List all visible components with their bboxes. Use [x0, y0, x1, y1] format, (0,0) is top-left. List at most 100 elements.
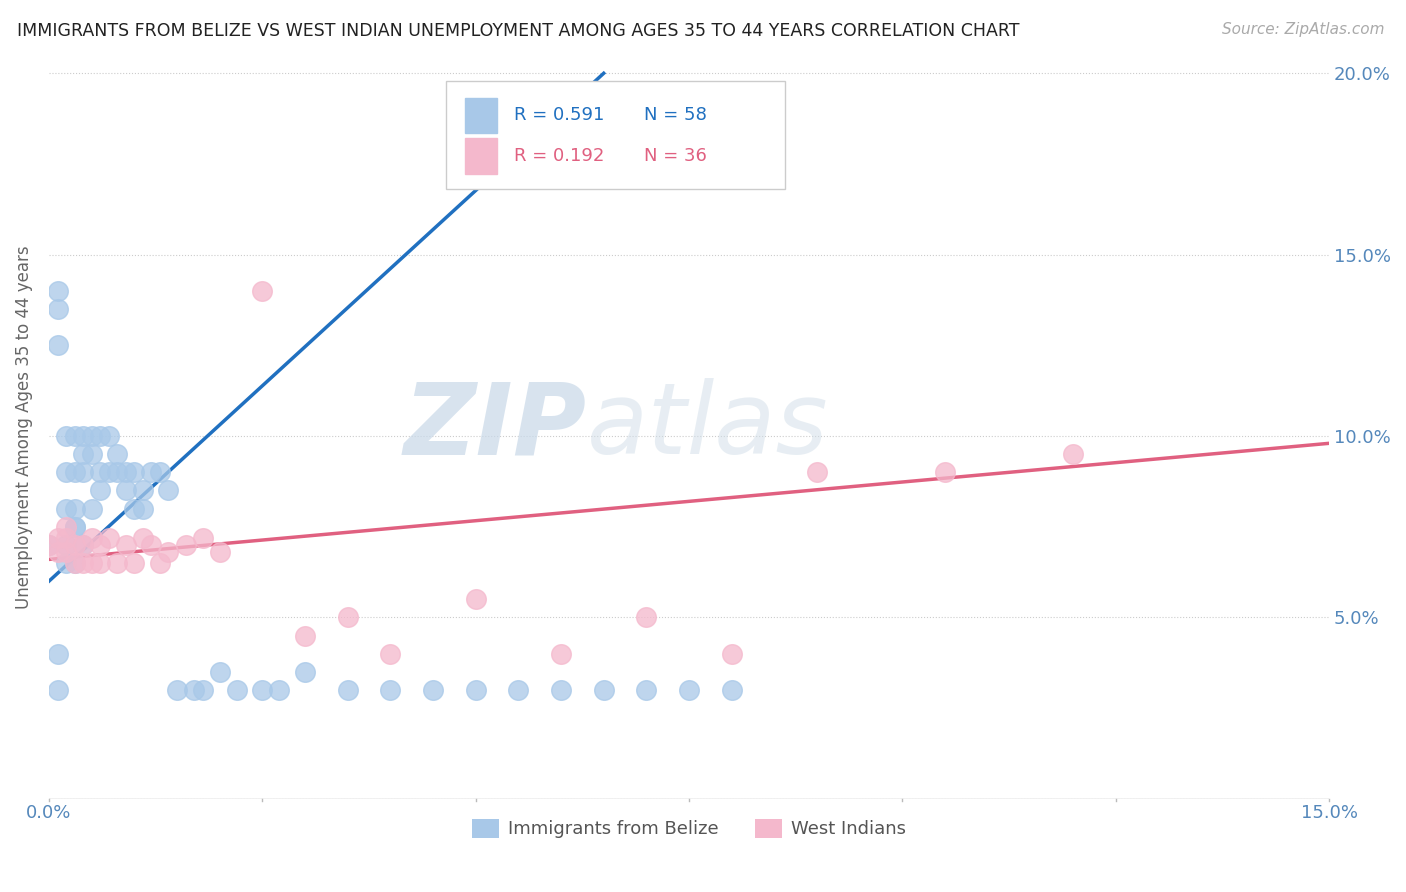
Bar — [465, 97, 498, 133]
Point — [72, 466, 94, 480]
Point — [336, 610, 359, 624]
Point — [114, 466, 136, 480]
Point — [508, 683, 530, 698]
Point — [55, 429, 77, 443]
Point — [46, 545, 69, 559]
Point — [269, 683, 291, 698]
Point — [63, 520, 86, 534]
Point — [55, 501, 77, 516]
Point — [636, 683, 658, 698]
Point — [72, 556, 94, 570]
Point — [141, 538, 163, 552]
Point — [183, 683, 205, 698]
Point — [38, 538, 60, 552]
Point — [46, 647, 69, 661]
Point — [464, 683, 486, 698]
Point — [157, 545, 180, 559]
Point — [720, 683, 742, 698]
Point — [149, 466, 172, 480]
Point — [80, 531, 103, 545]
Text: N = 36: N = 36 — [644, 147, 707, 165]
Point — [46, 531, 69, 545]
Text: Source: ZipAtlas.com: Source: ZipAtlas.com — [1222, 22, 1385, 37]
Point — [46, 338, 69, 352]
Point — [46, 302, 69, 317]
Text: R = 0.591: R = 0.591 — [513, 106, 605, 124]
Point — [592, 683, 614, 698]
Point — [806, 466, 828, 480]
Text: R = 0.192: R = 0.192 — [513, 147, 605, 165]
Point — [132, 501, 155, 516]
Point — [191, 531, 214, 545]
Text: IMMIGRANTS FROM BELIZE VS WEST INDIAN UNEMPLOYMENT AMONG AGES 35 TO 44 YEARS COR: IMMIGRANTS FROM BELIZE VS WEST INDIAN UN… — [17, 22, 1019, 40]
Point — [55, 545, 77, 559]
Point — [55, 466, 77, 480]
Point — [63, 556, 86, 570]
Point — [89, 466, 111, 480]
Point — [208, 665, 231, 679]
Point — [636, 610, 658, 624]
Point — [225, 683, 247, 698]
Point — [72, 447, 94, 461]
Point — [174, 538, 197, 552]
Point — [89, 483, 111, 498]
Point — [934, 466, 956, 480]
Point — [97, 429, 120, 443]
Legend: Immigrants from Belize, West Indians: Immigrants from Belize, West Indians — [465, 812, 914, 846]
Point — [294, 629, 316, 643]
Point — [208, 545, 231, 559]
Point — [55, 531, 77, 545]
Point — [63, 520, 86, 534]
Point — [89, 556, 111, 570]
Point — [46, 683, 69, 698]
Point — [678, 683, 700, 698]
Point — [72, 538, 94, 552]
Point — [380, 683, 402, 698]
Point — [141, 466, 163, 480]
Point — [105, 466, 128, 480]
Point — [46, 284, 69, 298]
Point — [114, 483, 136, 498]
Point — [550, 683, 572, 698]
Point — [72, 538, 94, 552]
Text: ZIP: ZIP — [404, 378, 586, 475]
Y-axis label: Unemployment Among Ages 35 to 44 years: Unemployment Among Ages 35 to 44 years — [15, 245, 32, 609]
Point — [1062, 447, 1084, 461]
Point — [63, 429, 86, 443]
Point — [63, 538, 86, 552]
Point — [124, 556, 146, 570]
FancyBboxPatch shape — [446, 81, 785, 189]
Point — [464, 592, 486, 607]
Point — [380, 647, 402, 661]
Point — [157, 483, 180, 498]
Point — [80, 447, 103, 461]
Point — [80, 501, 103, 516]
Point — [80, 429, 103, 443]
Point — [63, 501, 86, 516]
Point — [55, 538, 77, 552]
Point — [55, 556, 77, 570]
Text: N = 58: N = 58 — [644, 106, 707, 124]
Point — [252, 683, 274, 698]
Point — [166, 683, 188, 698]
Point — [80, 556, 103, 570]
Point — [124, 501, 146, 516]
Point — [124, 466, 146, 480]
Point — [72, 429, 94, 443]
Point — [422, 683, 444, 698]
Point — [132, 531, 155, 545]
Point — [550, 647, 572, 661]
Point — [114, 538, 136, 552]
Point — [191, 683, 214, 698]
Point — [89, 429, 111, 443]
Point — [149, 556, 172, 570]
Point — [294, 665, 316, 679]
Text: atlas: atlas — [586, 378, 828, 475]
Point — [89, 538, 111, 552]
Bar — [465, 138, 498, 174]
Point — [38, 538, 60, 552]
Point — [105, 447, 128, 461]
Point — [97, 531, 120, 545]
Point — [105, 556, 128, 570]
Point — [252, 284, 274, 298]
